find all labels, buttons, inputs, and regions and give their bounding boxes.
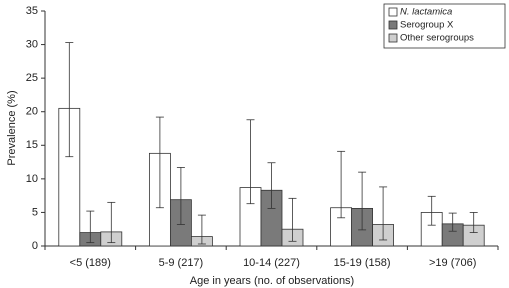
- error-bar: [358, 171, 367, 231]
- y-tick-label: 15: [26, 139, 38, 151]
- y-tick-label: 35: [26, 5, 38, 17]
- legend-box: [383, 3, 506, 49]
- x-tick-label: <5 (189): [70, 257, 111, 269]
- error-bar: [337, 150, 346, 219]
- error-bar: [448, 212, 457, 232]
- error-bar: [155, 116, 164, 209]
- legend-swatch: [388, 20, 398, 30]
- legend-label: Other serogroups: [400, 33, 474, 44]
- error-bar: [65, 42, 74, 158]
- legend-swatch: [388, 7, 398, 17]
- legend-label: N. lactamica: [400, 7, 452, 18]
- error-bar: [288, 197, 297, 242]
- error-bar: [176, 167, 185, 225]
- error-bar: [427, 195, 436, 226]
- x-tick-label: 15-19 (158): [334, 257, 391, 269]
- x-tick-label: 5-9 (217): [159, 257, 204, 269]
- error-bar: [469, 212, 478, 233]
- legend-label: Serogroup X: [400, 20, 454, 31]
- x-tick-label: 10-14 (227): [243, 257, 300, 269]
- x-axis-title: Age in years (no. of observations): [190, 275, 354, 287]
- legend-swatch: [388, 33, 398, 43]
- y-tick-label: 20: [26, 106, 38, 118]
- y-axis-title: Prevalence (%): [6, 90, 18, 165]
- error-bar: [246, 119, 255, 205]
- y-tick-label: 25: [26, 72, 38, 84]
- y-tick-label: 5: [32, 206, 38, 218]
- y-tick-label: 0: [32, 240, 38, 252]
- y-tick-label: 10: [26, 173, 38, 185]
- error-bar: [267, 162, 276, 209]
- x-tick-label: >19 (706): [429, 257, 476, 269]
- error-bar: [379, 186, 388, 241]
- y-tick-label: 30: [26, 38, 38, 50]
- error-bar: [107, 201, 116, 244]
- error-bar: [197, 214, 206, 245]
- error-bar: [86, 210, 95, 244]
